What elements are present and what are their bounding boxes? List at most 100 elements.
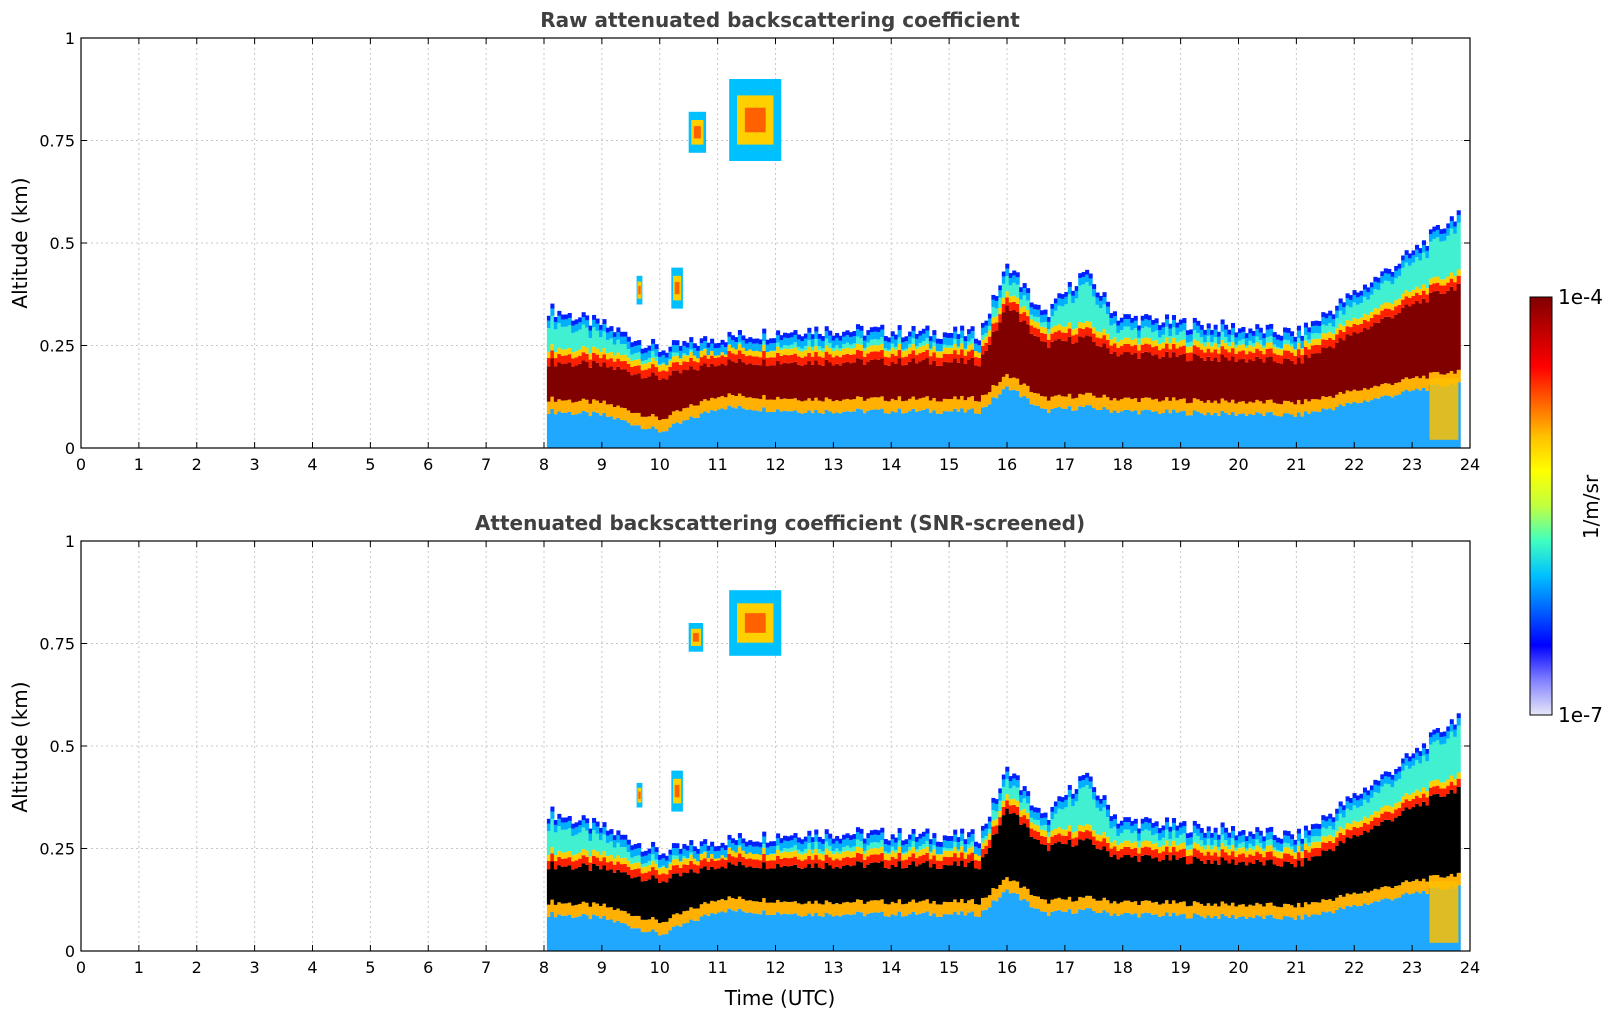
heatmap-cell (1449, 370, 1454, 384)
heatmap-cell (1383, 302, 1388, 309)
heatmap-cell (1133, 855, 1138, 902)
heatmap-cell (842, 914, 847, 951)
heatmap-cell (1171, 830, 1177, 841)
heatmap-cell (914, 858, 920, 867)
heatmap-cell (1008, 378, 1013, 391)
heatmap-cell (1039, 844, 1045, 900)
heatmap-cell (1071, 832, 1076, 839)
heatmap-cell (1147, 344, 1152, 353)
heatmap-cell (1105, 306, 1111, 315)
heatmap-cell (546, 904, 551, 917)
heatmap-cell (789, 398, 795, 412)
heatmap-cell (1310, 345, 1315, 354)
heatmap-cell (1269, 902, 1274, 915)
heatmap-cell (935, 868, 940, 905)
heatmap-cell (866, 353, 871, 362)
heatmap-cell (578, 355, 583, 364)
heatmap-cell (713, 869, 718, 902)
heatmap-cell (710, 349, 715, 356)
heatmap-cell (1109, 842, 1114, 849)
heatmap-cell (1008, 881, 1013, 894)
heatmap-cell (637, 876, 642, 916)
heatmap-cell (928, 851, 933, 854)
heatmap-cell (1453, 779, 1458, 786)
heatmap-cell (751, 859, 756, 868)
heatmap-cell (651, 846, 656, 855)
heatmap-cell (651, 841, 656, 847)
heatmap-cell (1217, 834, 1222, 840)
heatmap-cell (692, 872, 697, 909)
heatmap-cell (1092, 799, 1097, 831)
heatmap-cell (862, 335, 867, 341)
heatmap-cell (786, 345, 791, 350)
heatmap-cell (800, 916, 805, 951)
heatmap-cell (855, 408, 861, 448)
heatmap-cell (1154, 411, 1159, 448)
heatmap-cell (550, 861, 555, 900)
heatmap-cell (817, 867, 822, 904)
heatmap-cell (1401, 391, 1406, 448)
heatmap-cell (1081, 787, 1086, 826)
heatmap-cell (1442, 279, 1447, 286)
heatmap-cell (1369, 311, 1374, 319)
heatmap-cell (869, 409, 874, 448)
heatmap-cell (869, 842, 874, 849)
heatmap-cell (776, 342, 781, 347)
heatmap-cell (1144, 319, 1149, 327)
colorbar-gradient (1529, 296, 1553, 716)
heatmap-cell (661, 873, 666, 882)
heatmap-cell (911, 344, 916, 351)
heatmap-cell (1008, 302, 1013, 311)
heatmap-cell (730, 335, 736, 341)
heatmap-cell (855, 839, 861, 847)
heatmap-cell (935, 904, 940, 917)
heatmap-cell (713, 348, 718, 356)
heatmap-cell (824, 351, 829, 360)
heatmap-cell (1199, 413, 1204, 448)
heatmap-cell (762, 847, 767, 855)
heatmap-cell (1248, 401, 1253, 414)
heatmap-cell (866, 361, 871, 399)
heatmap-cell (1060, 396, 1065, 409)
heatmap-cell (1456, 725, 1461, 773)
heatmap-cell (762, 407, 767, 448)
heatmap-cell (1074, 334, 1079, 343)
heatmap-cell (1310, 326, 1315, 334)
heatmap-cell (581, 849, 586, 856)
heatmap-cell (1303, 399, 1308, 412)
heatmap-cell (1418, 791, 1423, 799)
heatmap-cell (1046, 333, 1052, 340)
heatmap-cell (925, 840, 930, 847)
heatmap-cell (1178, 914, 1183, 951)
heatmap-cell (685, 354, 690, 356)
heatmap-cell (720, 898, 725, 912)
heatmap-cell (1182, 353, 1187, 399)
heatmap-cell (675, 362, 680, 371)
heatmap-cell (1349, 327, 1354, 336)
heatmap-cell (807, 901, 812, 914)
heatmap-cell (918, 346, 923, 354)
heatmap-cell (1300, 851, 1305, 852)
heatmap-cell (699, 401, 704, 414)
heatmap-cell (678, 411, 683, 424)
heatmap-cell (1022, 786, 1027, 791)
heatmap-cell (890, 850, 895, 857)
heatmap-cell (1244, 836, 1249, 842)
heatmap-cell (1408, 809, 1413, 882)
heatmap-cell (640, 932, 645, 951)
heatmap-cell (1352, 892, 1357, 905)
heatmap-cell (1119, 346, 1124, 355)
heatmap-cell (1140, 901, 1145, 914)
heatmap-cell (1349, 403, 1354, 448)
heatmap-cell (1099, 841, 1104, 850)
heatmap-cell (1026, 791, 1031, 797)
heatmap-cell (845, 865, 850, 902)
heatmap-cell (1421, 298, 1427, 376)
cloud-patch-core (638, 285, 641, 295)
heatmap-cell (578, 916, 583, 951)
heatmap-cell (1224, 329, 1229, 338)
heatmap-cell (696, 908, 701, 921)
heatmap-cell (567, 362, 572, 400)
heatmap-cell (1185, 415, 1190, 448)
heatmap-cell (1154, 842, 1159, 850)
